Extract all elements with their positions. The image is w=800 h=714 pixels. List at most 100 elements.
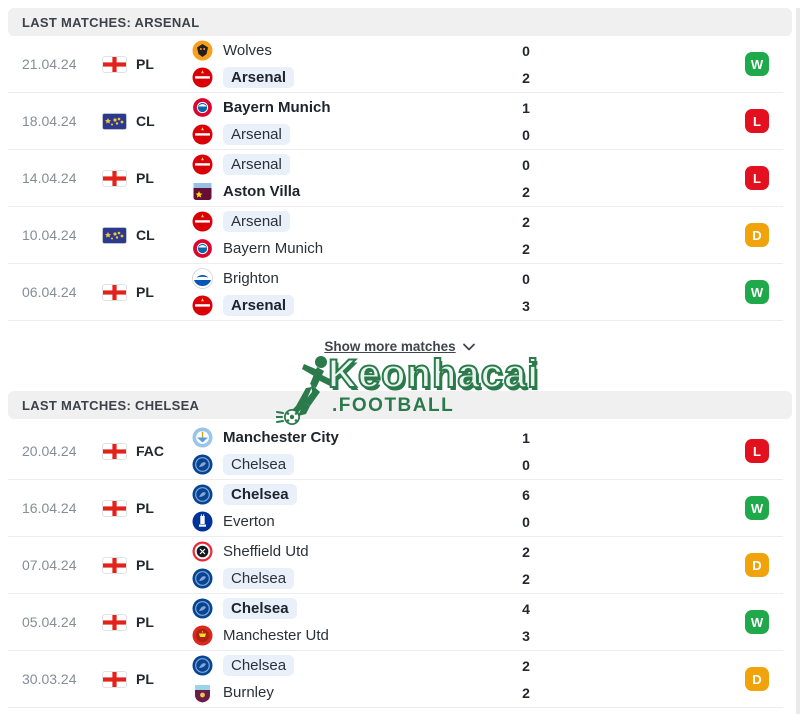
team-name: Manchester City [223,428,339,446]
match-row[interactable]: 14.04.24 PL Arsenal 0 Aston Villa 2 L [8,150,783,207]
team-score: 1 [522,429,530,446]
result-column: L [731,166,783,190]
result-column: D [731,553,783,577]
england-flag-icon [102,55,127,73]
teams-column: Arsenal 2 Bayern Munich 2 [192,209,731,261]
team-line: Manchester City 1 [192,425,731,450]
team-logo-manutd [192,625,213,646]
team-logo-wolves [192,40,213,61]
result-badge: W [745,52,769,76]
team-logo-arsenal [192,211,213,232]
team-line: Everton 0 [192,509,731,534]
match-date: 21.04.24 [22,56,77,72]
team-logo-bayern [192,238,213,259]
scrollbar-track[interactable] [796,8,800,714]
match-date: 06.04.24 [22,284,77,300]
team-score: 4 [522,600,530,617]
match-date: 30.03.24 [22,671,77,687]
teams-column: Chelsea 2 Burnley 2 [192,653,731,705]
match-row[interactable]: 18.04.24 CL Bayern Munich 1 Arsenal 0 L [8,93,783,150]
match-date: 05.04.24 [22,614,77,630]
teams-column: Arsenal 0 Aston Villa 2 [192,152,731,204]
competition-code: PL [136,614,154,630]
result-column: W [731,610,783,634]
match-row[interactable]: 06.04.24 PL Brighton 0 Arsenal 3 W [8,264,783,321]
show-more-matches-link[interactable]: Show more matches [324,339,475,354]
competition-code: PL [136,56,154,72]
team-line: Arsenal 2 [192,209,731,234]
result-badge: L [745,109,769,133]
match-row[interactable]: 07.04.24 PL Sheffield Utd 2 Chelsea 2 D [8,537,783,594]
competition: FAC [102,442,192,460]
matches-panel: LAST MATCHES: ARSENAL 21.04.24 PL Wolves 0 Ar… [0,8,800,708]
team-name: Everton [223,512,275,530]
match-row[interactable]: 10.04.24 CL Arsenal 2 Bayern Munich 2 D [8,207,783,264]
uefa-flag-icon [102,112,127,130]
team-name: Wolves [223,41,272,59]
match-date: 18.04.24 [22,113,77,129]
team-name: Brighton [223,269,279,287]
team-name: Chelsea [223,598,297,619]
england-flag-icon [102,283,127,301]
competition-code: CL [136,227,155,243]
chevron-down-icon [462,343,475,350]
team-logo-arsenal [192,154,213,175]
team-logo-chelsea [192,454,213,475]
teams-column: Brighton 0 Arsenal 3 [192,266,731,318]
team-logo-chelsea [192,655,213,676]
team-name: Aston Villa [223,182,301,200]
competition-code: PL [136,284,154,300]
england-flag-icon [102,442,127,460]
team-line: Arsenal 0 [192,122,731,147]
competition: PL [102,670,192,688]
show-more-block: Show more matches [0,321,800,383]
team-line: Chelsea 4 [192,596,731,621]
team-name: Arsenal [223,211,290,232]
team-score: 2 [522,657,530,674]
match-row[interactable]: 05.04.24 PL Chelsea 4 Manchester Utd 3 W [8,594,783,651]
competition: PL [102,556,192,574]
competition-code: PL [136,557,154,573]
match-row[interactable]: 30.03.24 PL Chelsea 2 Burnley 2 D [8,651,783,708]
match-row[interactable]: 21.04.24 PL Wolves 0 Arsenal 2 W [8,36,783,93]
section-header: LAST MATCHES: CHELSEA [8,391,792,419]
uefa-flag-icon [102,226,127,244]
result-column: W [731,52,783,76]
team-line: Chelsea 6 [192,482,731,507]
team-score: 0 [522,270,530,287]
teams-column: Manchester City 1 Chelsea 0 [192,425,731,477]
result-badge: D [745,223,769,247]
competition-code: PL [136,671,154,687]
competition: PL [102,613,192,631]
competition: PL [102,55,192,73]
match-date: 20.04.24 [22,443,77,459]
team-score: 3 [522,627,530,644]
team-line: Aston Villa 2 [192,179,731,204]
team-line: Arsenal 0 [192,152,731,177]
section-title: LAST MATCHES: CHELSEA [22,397,200,413]
match-date: 14.04.24 [22,170,77,186]
result-column: D [731,667,783,691]
section-header: LAST MATCHES: ARSENAL [8,8,792,36]
match-row[interactable]: 20.04.24 FAC Manchester City 1 Chelsea 0 L [8,423,783,480]
team-line: Bayern Munich 1 [192,95,731,120]
result-column: L [731,439,783,463]
team-name: Bayern Munich [223,239,324,257]
competition-code: PL [136,170,154,186]
team-logo-bayern [192,97,213,118]
team-name: Arsenal [223,124,290,145]
team-line: Arsenal 2 [192,65,731,90]
team-name: Sheffield Utd [223,542,309,560]
england-flag-icon [102,169,127,187]
match-row[interactable]: 16.04.24 PL Chelsea 6 Everton 0 W [8,480,783,537]
england-flag-icon [102,613,127,631]
team-score: 2 [522,213,530,230]
match-list: 21.04.24 PL Wolves 0 Arsenal 2 W 18.04.24 CL Baye… [8,36,783,321]
competition-code: FAC [136,443,164,459]
team-score: 2 [522,240,530,257]
competition-code: PL [136,500,154,516]
team-logo-arsenal [192,295,213,316]
team-logo-arsenal [192,67,213,88]
result-badge: D [745,667,769,691]
team-name: Chelsea [223,454,295,475]
